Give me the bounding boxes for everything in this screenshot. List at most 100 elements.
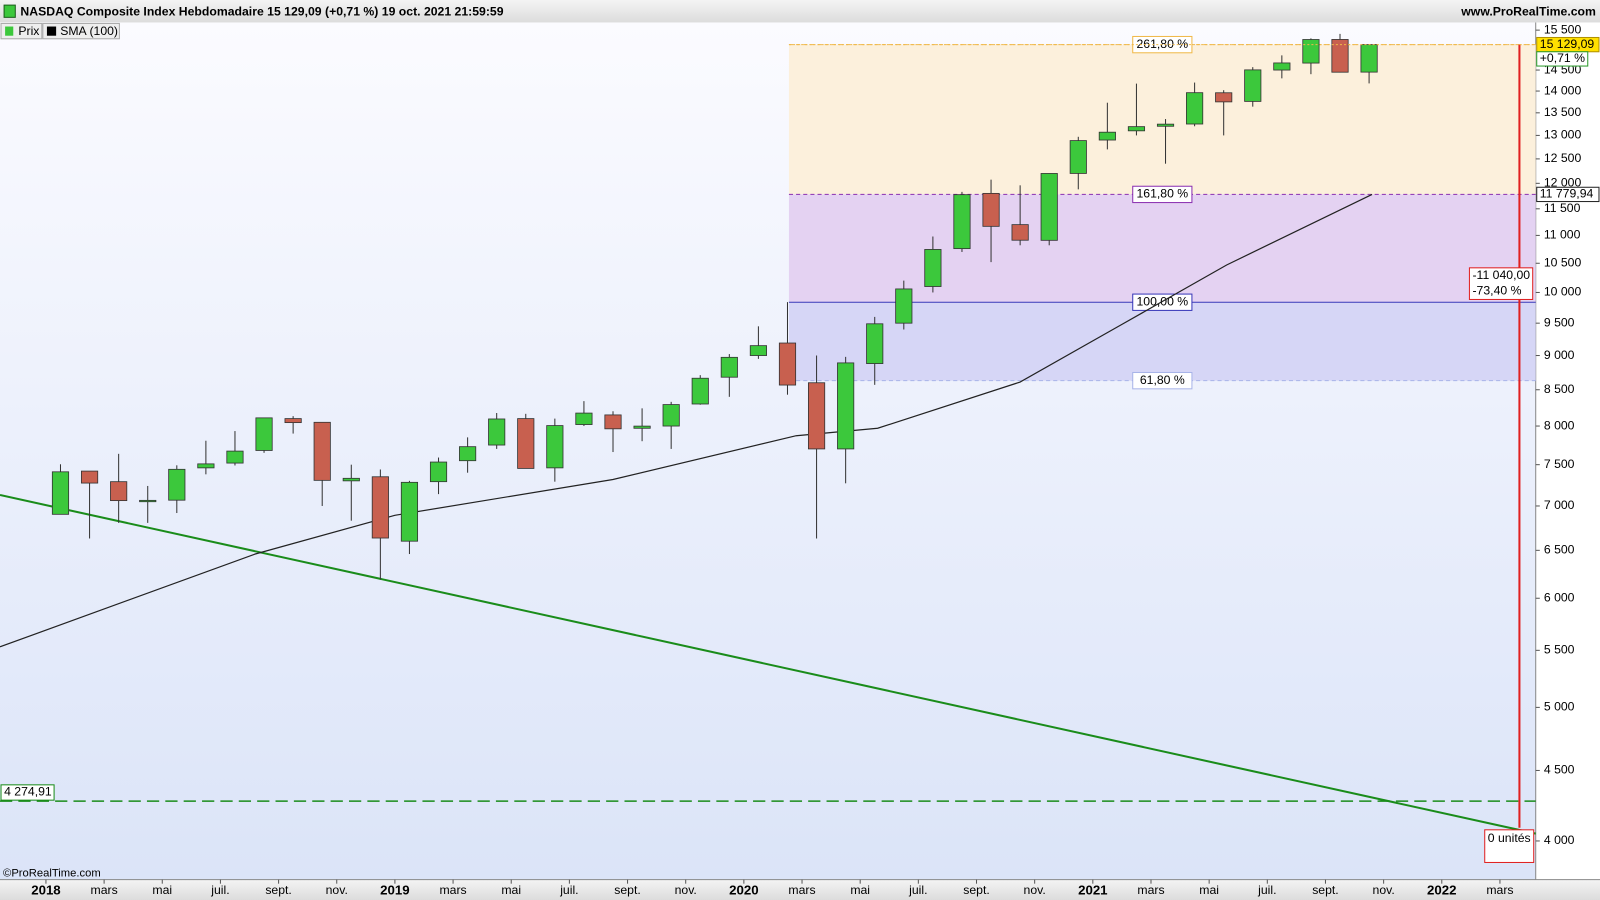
header-icon	[3, 4, 16, 18]
y-tick-label: 12 500	[1544, 151, 1582, 165]
candle-body	[255, 417, 273, 451]
candle-body	[1331, 39, 1349, 73]
y-axis-panel	[1535, 22, 1600, 880]
x-tick-label: 2020	[729, 882, 758, 897]
y-tick-label: 6 000	[1544, 590, 1575, 604]
candle-body	[895, 288, 913, 324]
y-tick-label: 7 500	[1544, 457, 1575, 471]
measure-box	[1468, 267, 1534, 300]
x-tick-label: nov.	[675, 883, 697, 897]
sma-line	[0, 193, 1373, 648]
y-tick-label: 12 000	[1544, 176, 1582, 190]
candle-body	[662, 404, 680, 427]
x-tick-label: nov.	[326, 883, 348, 897]
change-label: +0,71 %	[1540, 51, 1585, 65]
y-tick-label: 15 500	[1544, 22, 1582, 36]
y-tick-label: 11 000	[1544, 228, 1581, 242]
y-tick-label: 5 000	[1544, 700, 1575, 714]
x-tick-label: mars	[91, 883, 118, 897]
candle-body	[313, 421, 331, 481]
candle-body	[1156, 123, 1175, 127]
y-tick-label: 7 000	[1544, 498, 1575, 512]
y-tick-label: 4 500	[1544, 763, 1575, 777]
x-tick-label: mars	[1486, 883, 1513, 897]
x-tick-label: sept.	[614, 883, 641, 897]
sma-label-box	[1536, 186, 1600, 203]
fib-label: 261,80 %	[1136, 37, 1188, 51]
fib-label: 161,80 %	[1136, 187, 1188, 201]
x-tick-label: mars	[788, 883, 815, 897]
x-tick-label: mars	[439, 883, 466, 897]
y-tick-label: 13 500	[1544, 105, 1582, 119]
x-tick-label: sept.	[265, 883, 292, 897]
change-box	[1536, 51, 1589, 67]
candle-body	[371, 476, 389, 539]
measure-label: -11 040,00	[1472, 268, 1530, 282]
candle-body	[139, 499, 157, 503]
measure-pct: -73,40 %	[1472, 284, 1521, 298]
y-tick-label: 6 500	[1544, 543, 1575, 557]
support-label-box	[0, 784, 55, 801]
y-tick-label: 13 000	[1544, 128, 1582, 142]
candle-body	[488, 418, 506, 446]
candle-body	[1244, 69, 1262, 102]
candle-body	[1360, 44, 1378, 73]
candle-body	[400, 481, 419, 542]
fib-zone	[788, 194, 1536, 303]
chart-title: NASDAQ Composite Index Hebdomadaire 15 1…	[20, 4, 503, 18]
y-tick-label: 10 500	[1544, 255, 1582, 269]
y-tick-label: 10 000	[1544, 285, 1582, 299]
x-tick-label: 2021	[1078, 882, 1107, 897]
fib-label-box	[1132, 185, 1193, 204]
candle-body	[1127, 126, 1146, 132]
candle-body	[110, 481, 128, 502]
y-tick-label: 8 500	[1544, 382, 1575, 396]
y-tick-label: 14 000	[1544, 83, 1582, 97]
candle-body	[1302, 39, 1320, 64]
x-tick-label: mai	[152, 883, 172, 897]
x-tick-label: juil.	[908, 883, 927, 897]
candle-body	[924, 249, 942, 287]
source: www.ProRealTime.com	[1460, 4, 1596, 18]
candle-body	[1011, 224, 1029, 241]
candle-body	[778, 342, 797, 386]
y-tick-label: 4 000	[1544, 833, 1575, 847]
x-tick-label: 2018	[31, 882, 60, 897]
x-tick-label: 2022	[1427, 882, 1456, 897]
x-tick-label: 2019	[380, 882, 409, 897]
y-tick-label: 9 000	[1544, 348, 1575, 362]
y-tick-label: 8 000	[1544, 418, 1575, 432]
support-label: 4 274,91	[4, 785, 52, 799]
candle-body	[1040, 173, 1058, 241]
fib-zone	[788, 302, 1536, 381]
trendline	[0, 494, 1536, 835]
legend-label: SMA (100)	[60, 24, 118, 38]
y-tick-label: 9 500	[1544, 315, 1575, 329]
candle-body	[633, 425, 651, 429]
x-tick-label: mai	[850, 883, 870, 897]
last-price-label: 15 129,09	[1540, 37, 1595, 51]
x-tick-label: juil.	[1257, 883, 1276, 897]
fib-label: 61,80 %	[1140, 373, 1185, 387]
candle-body	[517, 418, 535, 469]
fib-label-box	[1132, 293, 1193, 311]
candle-body	[459, 446, 477, 462]
candle-body	[51, 471, 70, 515]
candle-body	[197, 463, 215, 469]
y-tick-label: 11 500	[1544, 201, 1581, 215]
candle-body	[168, 468, 186, 501]
candle-body	[546, 425, 564, 469]
candle-body	[749, 345, 767, 356]
legend-label: Prix	[18, 24, 39, 38]
x-tick-label: nov.	[1024, 883, 1046, 897]
candle-body	[226, 450, 244, 464]
copyright: ©ProRealTime.com	[3, 867, 101, 879]
legend-item[interactable]	[42, 22, 120, 40]
candle-body	[604, 414, 622, 430]
candle-body	[953, 194, 971, 250]
units-label: 0 unités	[1488, 831, 1531, 845]
candle-body	[1215, 92, 1233, 103]
candle-body	[807, 382, 826, 450]
